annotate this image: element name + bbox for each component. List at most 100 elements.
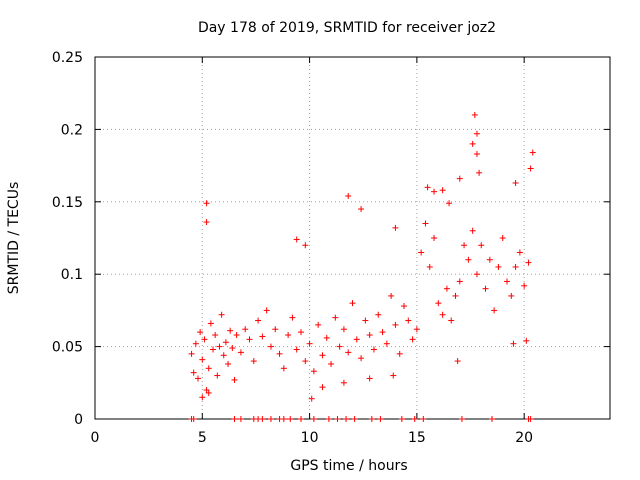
x-tick-label: 10 xyxy=(301,430,319,446)
data-point xyxy=(405,317,412,324)
data-point xyxy=(388,292,395,299)
y-tick-labels: 0 0.05 0.1 0.15 0.2 0.25 xyxy=(52,50,83,428)
data-point xyxy=(345,349,352,356)
data-point xyxy=(259,416,266,422)
data-point xyxy=(456,175,463,182)
data-point xyxy=(362,317,369,324)
data-point xyxy=(478,242,485,249)
data-point xyxy=(250,358,257,365)
data-point xyxy=(426,263,433,270)
data-point xyxy=(413,326,420,333)
data-point xyxy=(527,165,534,172)
data-point xyxy=(293,236,300,243)
y-tick-label: 0.25 xyxy=(52,50,83,66)
data-point xyxy=(306,340,313,347)
data-point xyxy=(246,336,253,343)
data-point xyxy=(379,329,386,336)
y-axis-label: SRMTID / TECUs xyxy=(6,182,22,295)
data-point xyxy=(351,416,358,422)
data-point xyxy=(377,416,384,422)
x-axis-label: GPS time / hours xyxy=(290,458,407,474)
data-point xyxy=(443,285,450,292)
data-point xyxy=(486,256,493,263)
data-point xyxy=(308,395,315,402)
data-point xyxy=(267,343,274,350)
data-point xyxy=(340,326,347,333)
x-tick-label: 5 xyxy=(198,430,207,446)
data-point xyxy=(263,307,270,314)
data-point xyxy=(199,356,206,363)
y-tick-label: 0 xyxy=(74,412,83,428)
data-point xyxy=(188,350,195,357)
data-point xyxy=(358,206,365,213)
data-point xyxy=(527,416,534,422)
x-tick-label: 15 xyxy=(408,430,426,446)
data-point xyxy=(343,416,350,422)
data-point xyxy=(328,360,335,367)
data-point xyxy=(366,375,373,382)
data-point xyxy=(231,376,238,383)
data-point xyxy=(216,343,223,350)
data-point xyxy=(197,329,204,336)
data-point xyxy=(458,416,465,422)
data-point xyxy=(195,375,201,382)
data-point xyxy=(280,416,287,422)
data-point xyxy=(293,346,300,353)
axis-ticks xyxy=(94,56,610,420)
data-point xyxy=(411,416,418,422)
data-point xyxy=(476,169,483,176)
data-point xyxy=(456,278,463,285)
data-point xyxy=(225,360,232,367)
data-point xyxy=(237,416,244,422)
data-point xyxy=(227,327,234,334)
data-point xyxy=(358,355,365,362)
data-point xyxy=(491,307,498,314)
data-point xyxy=(473,271,480,278)
data-points xyxy=(188,111,536,422)
y-tick-label: 0.2 xyxy=(61,122,83,138)
data-point xyxy=(488,416,495,422)
data-point xyxy=(418,249,425,256)
data-point xyxy=(469,227,476,234)
data-point xyxy=(431,188,438,195)
data-point xyxy=(516,249,523,256)
data-point xyxy=(255,317,262,324)
data-point xyxy=(401,303,407,310)
data-point xyxy=(272,326,279,333)
data-point xyxy=(396,350,403,357)
data-point xyxy=(431,235,438,241)
data-point xyxy=(192,340,199,347)
data-point xyxy=(499,235,506,241)
data-point xyxy=(285,332,292,339)
data-point xyxy=(210,346,217,353)
data-point xyxy=(398,416,405,422)
data-point xyxy=(525,259,532,266)
x-tick-labels: 0 5 10 15 20 xyxy=(91,430,534,446)
data-point xyxy=(422,220,429,227)
data-point xyxy=(409,336,416,343)
data-point xyxy=(473,130,480,137)
data-point xyxy=(439,187,446,194)
data-point xyxy=(349,300,356,307)
data-point xyxy=(233,332,240,339)
data-point xyxy=(366,332,373,339)
data-point xyxy=(420,416,427,422)
data-point xyxy=(512,179,519,186)
plot-frame xyxy=(94,56,611,420)
data-point xyxy=(207,320,214,327)
data-point xyxy=(521,282,528,289)
data-point xyxy=(212,332,219,339)
data-point xyxy=(435,300,442,307)
data-point xyxy=(448,317,455,324)
data-point xyxy=(383,340,390,347)
data-point xyxy=(302,242,309,249)
data-point xyxy=(319,384,326,391)
data-point xyxy=(205,389,212,396)
data-point xyxy=(190,369,197,376)
data-point xyxy=(276,350,283,357)
grid xyxy=(95,57,610,419)
data-point xyxy=(332,314,339,321)
data-point xyxy=(214,372,221,379)
x-tick-label: 0 xyxy=(91,430,100,446)
